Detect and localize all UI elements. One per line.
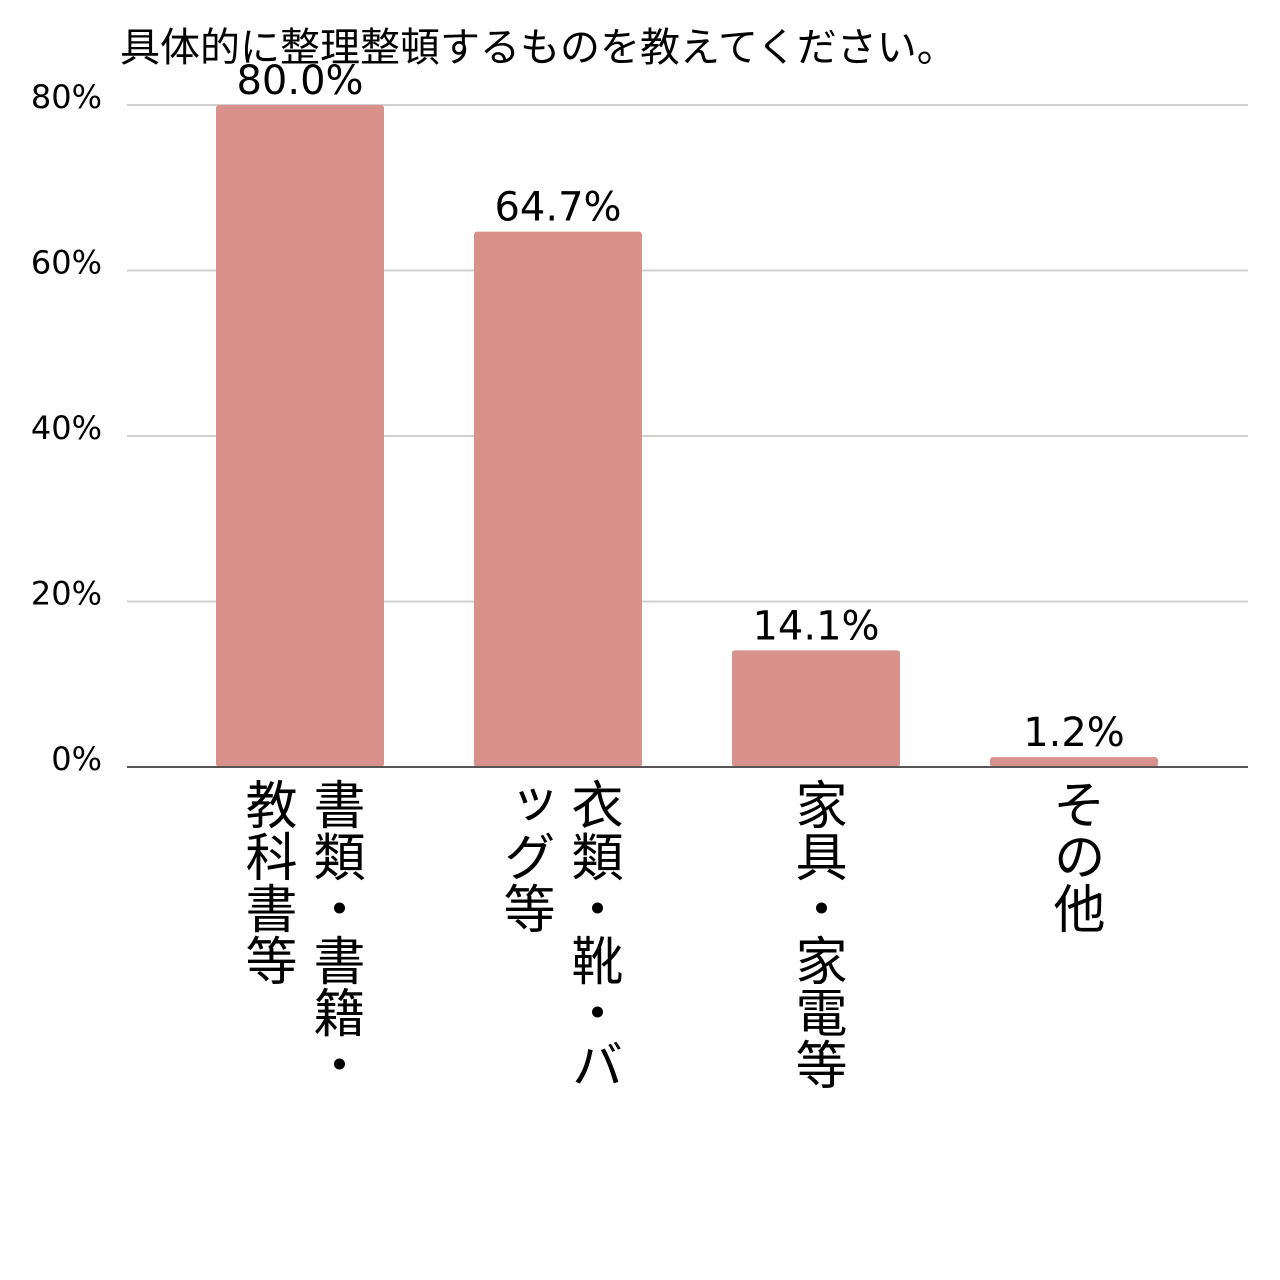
y-tick-label: 60%: [31, 244, 102, 282]
y-tick-label: 0%: [51, 740, 102, 778]
bar: [990, 757, 1158, 767]
x-tick-label: その他: [1044, 778, 1104, 934]
value-label: 80.0%: [236, 58, 363, 104]
bar: [474, 231, 642, 768]
x-tick-label: 書類・書籍・教科書等: [236, 778, 364, 1090]
x-tick-label: 衣類・靴・バッグ等: [494, 778, 622, 1090]
chart-title: 具体的に整理整頓するものを教えてください。: [120, 25, 957, 71]
y-tick-label: 20%: [31, 575, 102, 613]
y-tick-label: 80%: [31, 78, 102, 116]
value-label: 64.7%: [494, 185, 621, 231]
bar: [216, 105, 384, 767]
x-tick-label: 家具・家電等: [786, 778, 846, 1090]
bar: [732, 650, 900, 767]
value-label: 14.1%: [752, 603, 879, 649]
y-tick-label: 40%: [31, 409, 102, 447]
value-label: 1.2%: [1023, 710, 1125, 756]
